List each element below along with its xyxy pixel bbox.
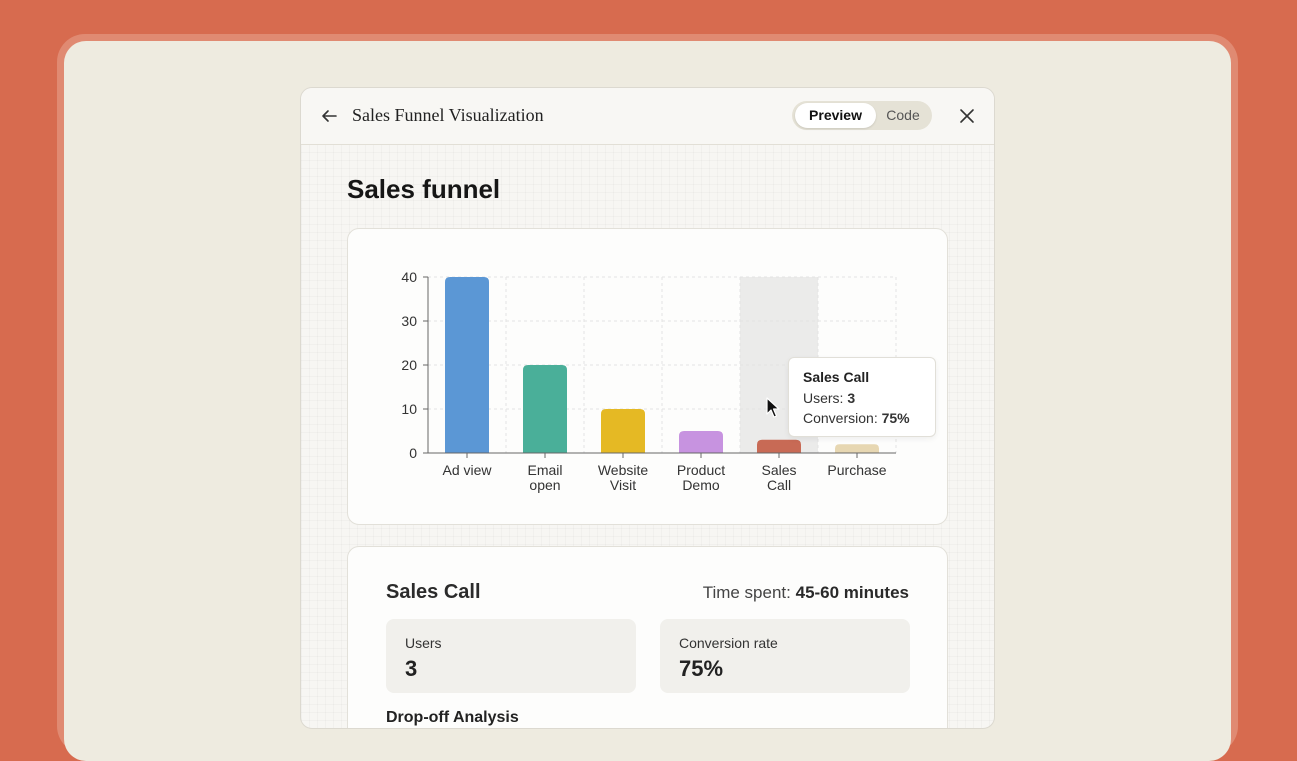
back-button[interactable] [317,104,341,128]
view-toggle: Preview Code [792,101,932,130]
y-tick-label: 0 [409,445,417,461]
users-stat-value: 3 [405,656,418,681]
y-tick-label: 10 [401,401,417,417]
bar-email-open [523,365,567,453]
time-spent-value: 45-60 minutes [795,583,909,602]
close-button[interactable] [955,104,979,128]
x-tick-label: Call [767,477,791,493]
conversion-stat: Conversion rate 75% [660,619,910,693]
y-tick-label: 30 [401,313,417,329]
conversion-stat-value: 75% [679,656,724,681]
tooltip-users-value: 3 [847,390,856,406]
arrow-left-icon [322,110,337,122]
y-tick-label: 20 [401,357,417,373]
users-stat: Users 3 [386,619,636,693]
users-stat-label: Users [405,635,442,651]
panel-title: Sales Funnel Visualization [352,105,544,125]
page-title: Sales funnel [347,174,501,204]
tab-preview[interactable]: Preview [795,103,876,128]
x-tick-label: Visit [610,477,636,493]
dropoff-heading: Drop-off Analysis [386,709,519,726]
detail-title: Sales Call [386,581,481,603]
x-tick-label: Purchase [827,462,886,478]
tooltip-title: Sales Call [803,369,870,385]
bar-purchase [835,444,879,453]
bar-website-visit [601,409,645,453]
time-spent-label: Time spent: [702,583,791,602]
y-tick-label: 40 [401,269,417,285]
x-tick-label: Email [527,462,562,478]
bar-product-demo [679,431,723,453]
tooltip-conversion-label: Conversion: [803,410,878,426]
x-tick-label: Ad view [442,462,492,478]
chart-tooltip: Sales Call Users: 3 Conversion: 75% [788,357,936,437]
mouse-pointer-icon [766,397,780,418]
x-tick-label: Demo [682,477,720,493]
bar-sales-call [757,439,801,453]
x-tick-label: Product [677,462,725,478]
tooltip-conversion: Conversion: 75% [803,410,910,426]
tooltip-users: Users: 3 [803,390,855,406]
close-icon [960,109,974,123]
x-tick-label: open [529,477,560,493]
detail-card: Sales Call Time spent: 45-60 minutes Use… [347,546,948,728]
tooltip-users-label: Users: [803,390,844,406]
bar-ad-view [445,277,489,453]
time-spent: Time spent: 45-60 minutes [703,583,909,603]
x-tick-label: Website [598,462,649,478]
tooltip-conversion-value: 75% [881,410,910,426]
panel-header: Sales Funnel Visualization Preview Code [301,88,994,145]
x-tick-label: Sales [761,462,796,478]
tab-code[interactable]: Code [886,107,920,123]
conversion-stat-label: Conversion rate [679,635,778,651]
